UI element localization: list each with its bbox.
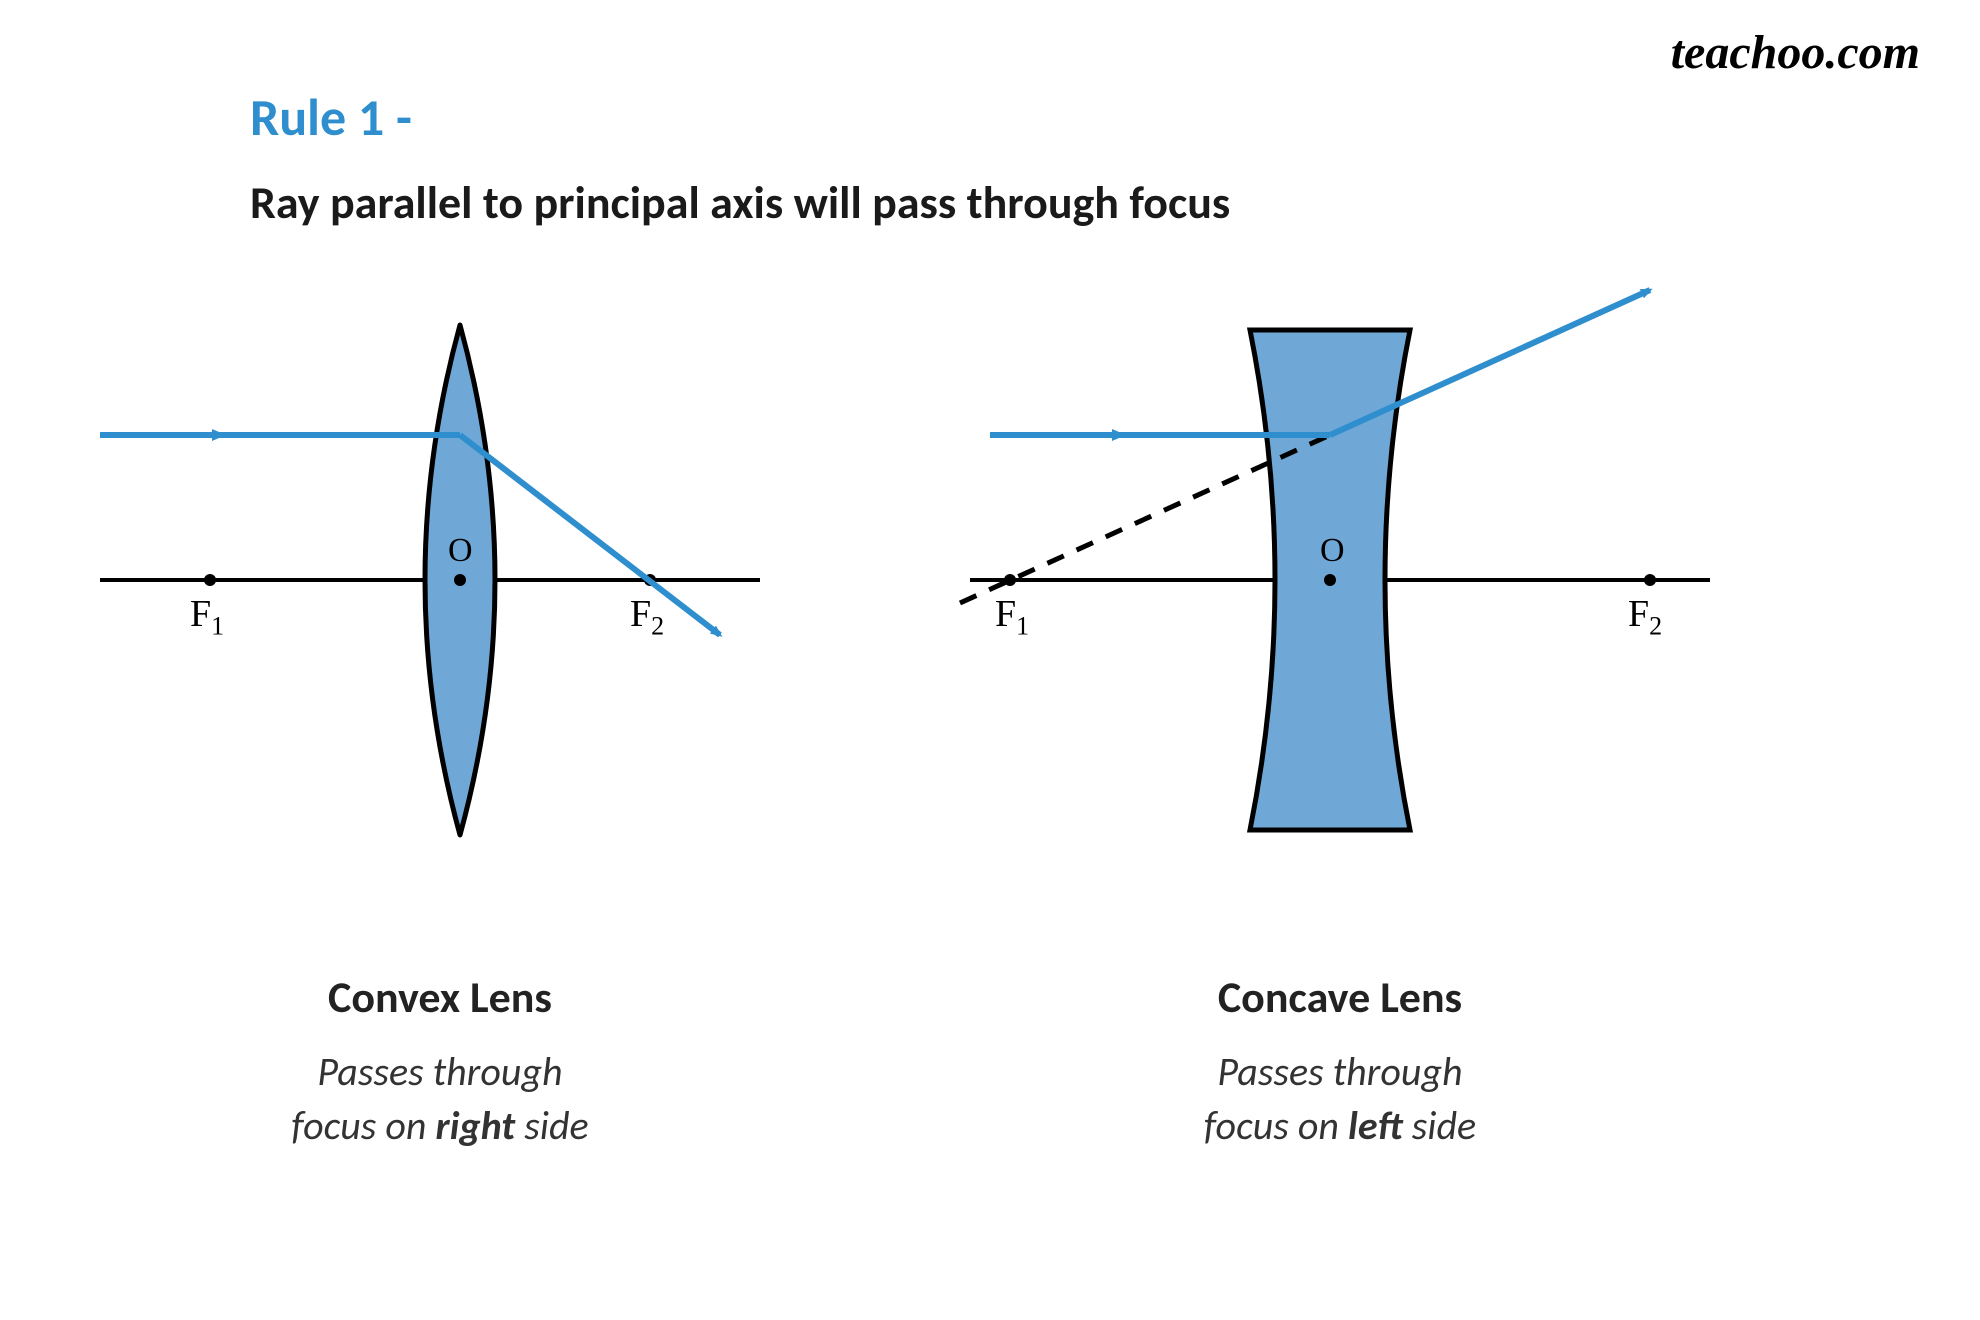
concave-lens-desc: Passes through focus on left side <box>930 1045 1750 1153</box>
convex-lens-label: Convex Lens <box>60 970 820 1024</box>
convex-diagram <box>60 270 820 890</box>
watermark: teachoo.com <box>1671 25 1920 80</box>
convex-o-label: O <box>448 532 473 570</box>
concave-diagram <box>930 270 1750 890</box>
concave-f1-label: F1 <box>995 592 1029 642</box>
convex-lens-desc: Passes through focus on right side <box>60 1045 820 1153</box>
concave-f2-label: F2 <box>1628 592 1662 642</box>
concave-lens-label: Concave Lens <box>930 970 1750 1024</box>
convex-f1-label: F1 <box>190 592 224 642</box>
subtitle: Ray parallel to principal axis will pass… <box>250 175 1230 231</box>
rule-title: Rule 1 - <box>250 85 412 149</box>
diagram-container: O F1 F2 O F1 F2 <box>0 270 1980 970</box>
convex-f2-label: F2 <box>630 592 664 642</box>
concave-o-label: O <box>1320 532 1345 570</box>
